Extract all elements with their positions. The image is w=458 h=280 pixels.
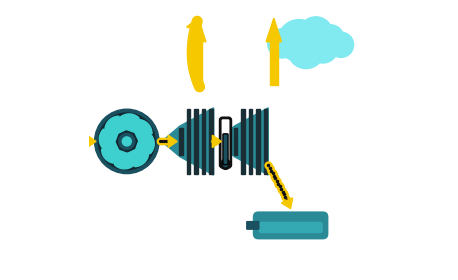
Bar	[209, 109, 213, 174]
Bar	[234, 128, 237, 155]
Polygon shape	[162, 108, 213, 175]
Wedge shape	[99, 129, 120, 153]
FancyBboxPatch shape	[220, 118, 231, 167]
Bar	[241, 109, 245, 174]
Bar	[202, 109, 205, 174]
Circle shape	[95, 109, 159, 174]
Circle shape	[278, 20, 320, 62]
Bar	[249, 109, 252, 174]
FancyBboxPatch shape	[223, 134, 228, 165]
Bar	[256, 109, 260, 174]
Bar	[270, 42, 278, 85]
Circle shape	[288, 32, 324, 69]
Wedge shape	[135, 139, 149, 167]
Bar	[264, 109, 267, 174]
Circle shape	[315, 25, 344, 54]
FancyBboxPatch shape	[253, 211, 328, 239]
Circle shape	[98, 113, 155, 170]
Bar	[179, 128, 183, 155]
FancyBboxPatch shape	[258, 222, 323, 233]
Bar	[194, 109, 198, 174]
Polygon shape	[216, 108, 268, 175]
Polygon shape	[213, 135, 221, 148]
Wedge shape	[105, 116, 119, 144]
Polygon shape	[266, 18, 282, 42]
Wedge shape	[125, 120, 152, 134]
FancyBboxPatch shape	[246, 221, 260, 230]
Wedge shape	[134, 130, 154, 154]
Bar	[187, 109, 190, 174]
Polygon shape	[168, 135, 177, 148]
Wedge shape	[115, 114, 139, 134]
Polygon shape	[187, 18, 203, 32]
Polygon shape	[191, 18, 206, 42]
Wedge shape	[114, 149, 139, 169]
Polygon shape	[281, 198, 293, 209]
Circle shape	[328, 32, 354, 57]
Circle shape	[267, 29, 297, 58]
Wedge shape	[102, 149, 129, 163]
Circle shape	[119, 133, 135, 150]
Polygon shape	[87, 135, 96, 148]
Circle shape	[307, 32, 338, 63]
Circle shape	[122, 137, 131, 146]
Bar	[194, 42, 202, 85]
Circle shape	[221, 160, 230, 169]
Circle shape	[299, 17, 333, 50]
